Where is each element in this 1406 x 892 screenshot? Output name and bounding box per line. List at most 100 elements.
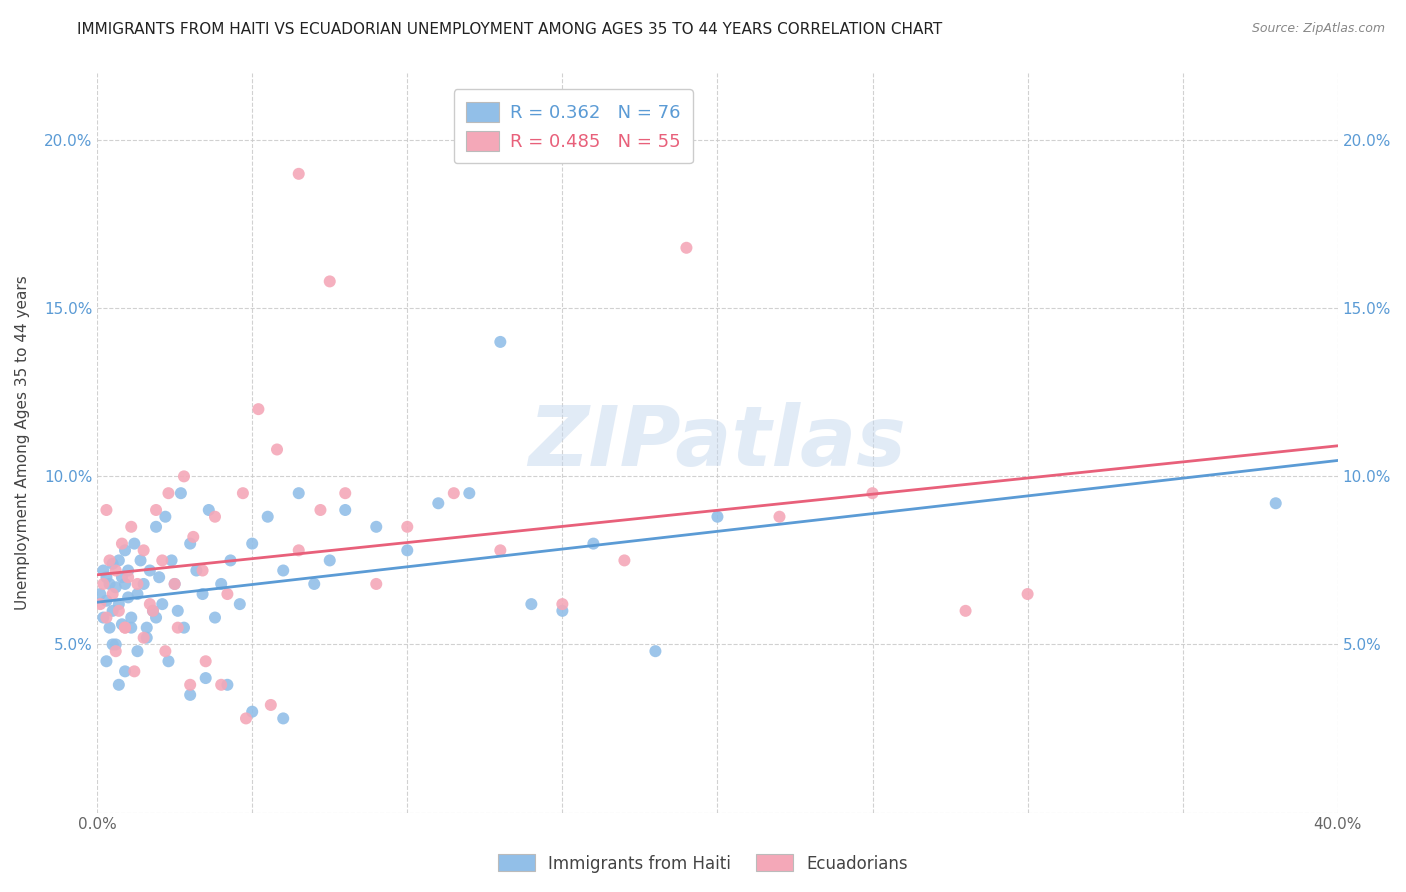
Point	[335, 503, 357, 517]
Point	[551, 604, 574, 618]
Point	[120, 621, 142, 635]
Point	[217, 678, 239, 692]
Point	[145, 503, 167, 517]
Text: ZIPatlas: ZIPatlas	[529, 402, 907, 483]
Point	[613, 553, 636, 567]
Point	[163, 577, 186, 591]
Text: Source: ZipAtlas.com: Source: ZipAtlas.com	[1251, 22, 1385, 36]
Point	[287, 543, 309, 558]
Point	[219, 553, 242, 567]
Point	[209, 678, 232, 692]
Point	[204, 610, 226, 624]
Point	[191, 564, 214, 578]
Point	[148, 570, 170, 584]
Point	[135, 621, 157, 635]
Point	[204, 509, 226, 524]
Point	[145, 610, 167, 624]
Point	[157, 654, 180, 668]
Point	[104, 580, 127, 594]
Point	[179, 688, 201, 702]
Point	[302, 577, 325, 591]
Legend: R = 0.362   N = 76, R = 0.485   N = 55: R = 0.362 N = 76, R = 0.485 N = 55	[454, 89, 693, 163]
Point	[644, 644, 666, 658]
Point	[240, 536, 263, 550]
Point	[114, 621, 136, 635]
Point	[271, 564, 294, 578]
Point	[101, 637, 124, 651]
Point	[114, 543, 136, 558]
Point	[166, 604, 188, 618]
Point	[179, 678, 201, 692]
Point	[96, 610, 118, 624]
Point	[96, 654, 118, 668]
Point	[443, 486, 465, 500]
Point	[135, 631, 157, 645]
Point	[186, 564, 208, 578]
Y-axis label: Unemployment Among Ages 35 to 44 years: Unemployment Among Ages 35 to 44 years	[15, 276, 30, 610]
Point	[768, 509, 790, 524]
Point	[366, 577, 388, 591]
Point	[101, 557, 124, 571]
Point	[117, 564, 139, 578]
Point	[132, 631, 155, 645]
Point	[108, 553, 131, 567]
Point	[117, 591, 139, 605]
Point	[173, 469, 195, 483]
Point	[150, 597, 173, 611]
Point	[1017, 587, 1039, 601]
Point	[114, 577, 136, 591]
Point	[256, 509, 278, 524]
Point	[104, 564, 127, 578]
Point	[181, 530, 204, 544]
Point	[271, 711, 294, 725]
Point	[675, 241, 697, 255]
Point	[179, 536, 201, 550]
Point	[209, 577, 232, 591]
Point	[260, 698, 283, 712]
Point	[232, 486, 254, 500]
Point	[96, 503, 118, 517]
Point	[166, 621, 188, 635]
Point	[111, 617, 134, 632]
Point	[955, 604, 977, 618]
Point	[240, 705, 263, 719]
Point	[96, 593, 118, 607]
Point	[132, 543, 155, 558]
Point	[127, 577, 149, 591]
Point	[120, 610, 142, 624]
Point	[124, 536, 146, 550]
Point	[101, 587, 124, 601]
Point	[104, 644, 127, 658]
Point	[98, 577, 121, 591]
Point	[551, 597, 574, 611]
Point	[309, 503, 332, 517]
Point	[111, 570, 134, 584]
Point	[139, 564, 162, 578]
Point	[194, 654, 217, 668]
Point	[366, 520, 388, 534]
Point	[319, 553, 342, 567]
Point	[160, 553, 183, 567]
Point	[108, 597, 131, 611]
Point	[150, 553, 173, 567]
Point	[155, 644, 177, 658]
Point	[111, 536, 134, 550]
Point	[114, 621, 136, 635]
Point	[427, 496, 450, 510]
Point	[396, 520, 419, 534]
Point	[287, 167, 309, 181]
Point	[155, 509, 177, 524]
Point	[120, 520, 142, 534]
Point	[108, 678, 131, 692]
Point	[145, 520, 167, 534]
Point	[235, 711, 257, 725]
Point	[127, 587, 149, 601]
Point	[489, 543, 512, 558]
Point	[98, 553, 121, 567]
Point	[91, 577, 114, 591]
Point	[129, 553, 152, 567]
Point	[197, 503, 219, 517]
Point	[396, 543, 419, 558]
Point	[114, 665, 136, 679]
Point	[117, 570, 139, 584]
